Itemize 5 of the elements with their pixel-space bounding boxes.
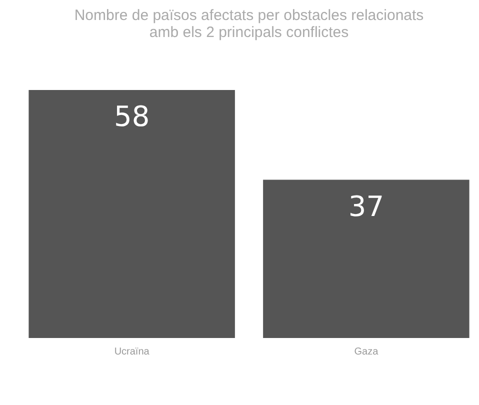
x-tick-label: Ucraïna (114, 346, 150, 358)
chart-title: Nombre de països afectats per obstacles relacionats amb els 2 principals conflictes (74, 7, 424, 41)
data-label: 37 (348, 190, 384, 223)
data-label: 58 (114, 100, 150, 133)
x-tick-label: Gaza (354, 346, 379, 358)
